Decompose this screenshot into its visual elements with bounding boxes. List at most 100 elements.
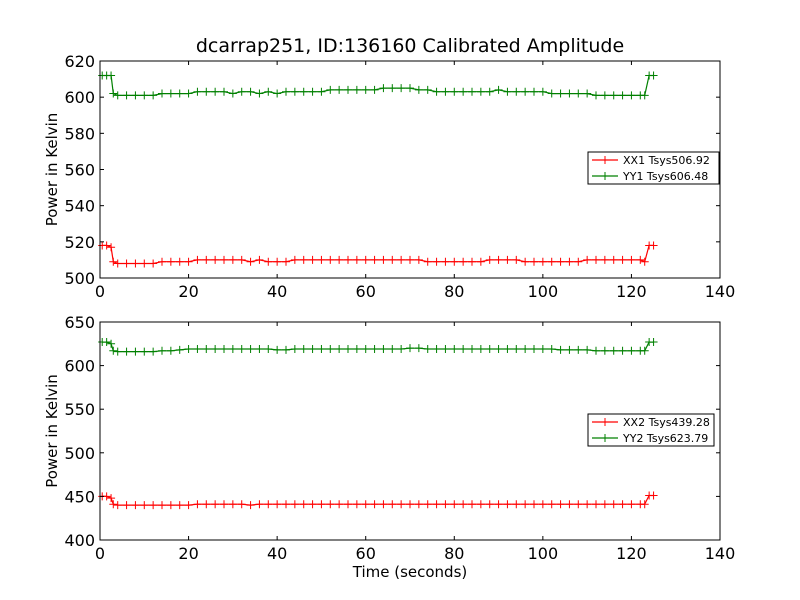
data-point (538, 87, 547, 96)
legend: XX1 Tsys506.92 YY1 Tsys606.48 (587, 151, 720, 185)
data-point (317, 500, 326, 509)
data-point (512, 255, 521, 264)
data-point (432, 345, 441, 354)
data-point (220, 500, 228, 509)
data-point (432, 87, 441, 96)
data-point (547, 345, 556, 354)
data-point (468, 87, 476, 96)
data-point (640, 346, 649, 355)
y-tick-label: 560 (64, 161, 95, 180)
data-point (574, 500, 583, 509)
data-point (609, 346, 618, 355)
data-point (131, 259, 140, 268)
y-tick-label: 600 (64, 357, 95, 376)
data-point (264, 257, 273, 266)
data-point (618, 346, 627, 355)
data-point (344, 500, 352, 509)
data-point (485, 345, 494, 354)
data-point (361, 85, 370, 94)
legend-marker (601, 156, 609, 164)
data-point (361, 345, 370, 354)
data-point (640, 257, 649, 266)
data-point (184, 89, 193, 98)
data-point (228, 89, 237, 98)
data-point (211, 345, 220, 354)
data-point (556, 500, 565, 509)
legend-label: YY2 Tsys623.79 (622, 432, 708, 445)
data-point (228, 345, 237, 354)
data-point (193, 87, 202, 96)
y-tick-label: 620 (64, 52, 95, 71)
data-point (344, 255, 352, 264)
data-point (547, 500, 556, 509)
data-point (388, 500, 397, 509)
data-point (255, 255, 264, 264)
y-tick-label: 400 (64, 531, 95, 550)
data-point (237, 500, 246, 509)
x-tick-label: 0 (95, 282, 105, 301)
data-point (459, 345, 468, 354)
data-point (299, 87, 308, 96)
data-point (574, 345, 583, 354)
data-point (344, 345, 352, 354)
data-point (326, 345, 335, 354)
data-point (158, 89, 166, 98)
data-point (290, 500, 299, 509)
data-point (414, 344, 423, 353)
data-point (397, 345, 406, 354)
data-point (565, 500, 574, 509)
data-point (175, 345, 184, 354)
data-point (326, 85, 335, 94)
data-point (388, 345, 397, 354)
data-point (282, 87, 290, 96)
data-point (131, 347, 140, 356)
data-point (335, 255, 344, 264)
data-point (255, 500, 264, 509)
data-point (237, 87, 246, 96)
data-point (379, 500, 388, 509)
data-point (264, 500, 273, 509)
x-tick-label: 20 (178, 282, 198, 301)
data-point (175, 89, 184, 98)
plot-frame (99, 321, 721, 541)
data-point (441, 87, 450, 96)
data-point (441, 345, 450, 354)
data-point (640, 91, 649, 100)
series-0-1 (98, 71, 658, 100)
data-point (649, 71, 658, 80)
x-axis-label: Time (seconds) (352, 563, 468, 581)
data-point (107, 494, 116, 503)
data-point (649, 338, 658, 347)
y-tick-label: 580 (64, 124, 95, 143)
data-point (450, 345, 459, 354)
data-point (299, 345, 308, 354)
data-point (299, 255, 308, 264)
legend: XX2 Tsys439.28 YY2 Tsys623.79 (587, 413, 715, 447)
data-point (113, 91, 122, 100)
data-point (459, 500, 468, 509)
x-tick-label: 40 (267, 544, 287, 563)
data-point (583, 500, 592, 509)
data-point (107, 339, 116, 348)
y-tick-label: 600 (64, 88, 95, 107)
data-point (370, 85, 379, 94)
data-point (503, 255, 512, 264)
y-tick-label: 550 (64, 400, 95, 419)
data-point (379, 84, 388, 93)
data-point (627, 91, 636, 100)
data-point (441, 500, 450, 509)
data-point (618, 500, 627, 509)
data-point (521, 257, 530, 266)
data-point (565, 257, 574, 266)
data-point (423, 345, 432, 354)
data-point (503, 345, 512, 354)
x-tick-label: 100 (528, 544, 559, 563)
legend-label: XX2 Tsys439.28 (623, 416, 710, 429)
data-point (220, 345, 228, 354)
y-axis-label: Power in Kelvin (43, 113, 61, 227)
data-point (308, 255, 317, 264)
data-point (476, 345, 485, 354)
data-point (131, 501, 140, 510)
data-point (299, 500, 308, 509)
